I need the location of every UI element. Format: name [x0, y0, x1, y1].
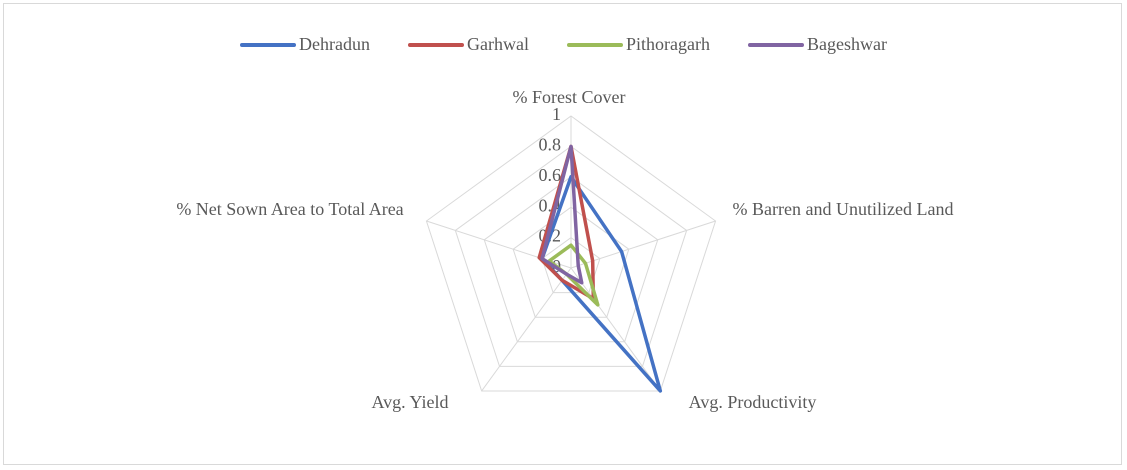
legend-item: Garhwal: [408, 34, 529, 55]
spoke: [481, 267, 572, 392]
grid-ring: [425, 115, 717, 392]
legend-label: Garhwal: [467, 34, 529, 54]
spoke: [570, 267, 661, 392]
r-tick-label: 1: [552, 104, 561, 124]
r-tick-label: 0.8: [539, 135, 562, 155]
legend-swatch: [747, 42, 804, 47]
legend-swatch: [567, 42, 623, 47]
legend-item: Pithoragarh: [567, 34, 710, 55]
spoke: [570, 220, 716, 269]
grid-ring: [512, 206, 630, 318]
legend-item: Bageshwar: [747, 34, 887, 55]
category-label: Avg. Yield: [371, 392, 449, 412]
series-line: [537, 144, 596, 301]
legend-label: Bageshwar: [806, 34, 887, 54]
category-label: Avg. Productivity: [688, 392, 817, 412]
legend-swatch: [408, 42, 465, 47]
legend-item: Dehradun: [240, 34, 370, 55]
grid-ring: [454, 145, 688, 367]
category-label: % Barren and Unutilized Land: [732, 199, 954, 219]
grid-ring: [483, 176, 659, 343]
legend-label: Dehradun: [299, 34, 371, 54]
category-label: % Forest Cover: [512, 87, 626, 107]
category-label: % Net Sown Area to Total Area: [176, 199, 404, 219]
chart-frame: [3, 3, 1122, 465]
r-tick-label: 0.6: [539, 165, 562, 185]
series-line: [547, 243, 600, 307]
legend-swatch: [240, 42, 297, 47]
legend: Dehradun Garhwal Pithoragarh Bageshwar: [0, 34, 1127, 55]
legend-label: Pithoragarh: [626, 34, 710, 54]
series-line: [540, 144, 584, 285]
